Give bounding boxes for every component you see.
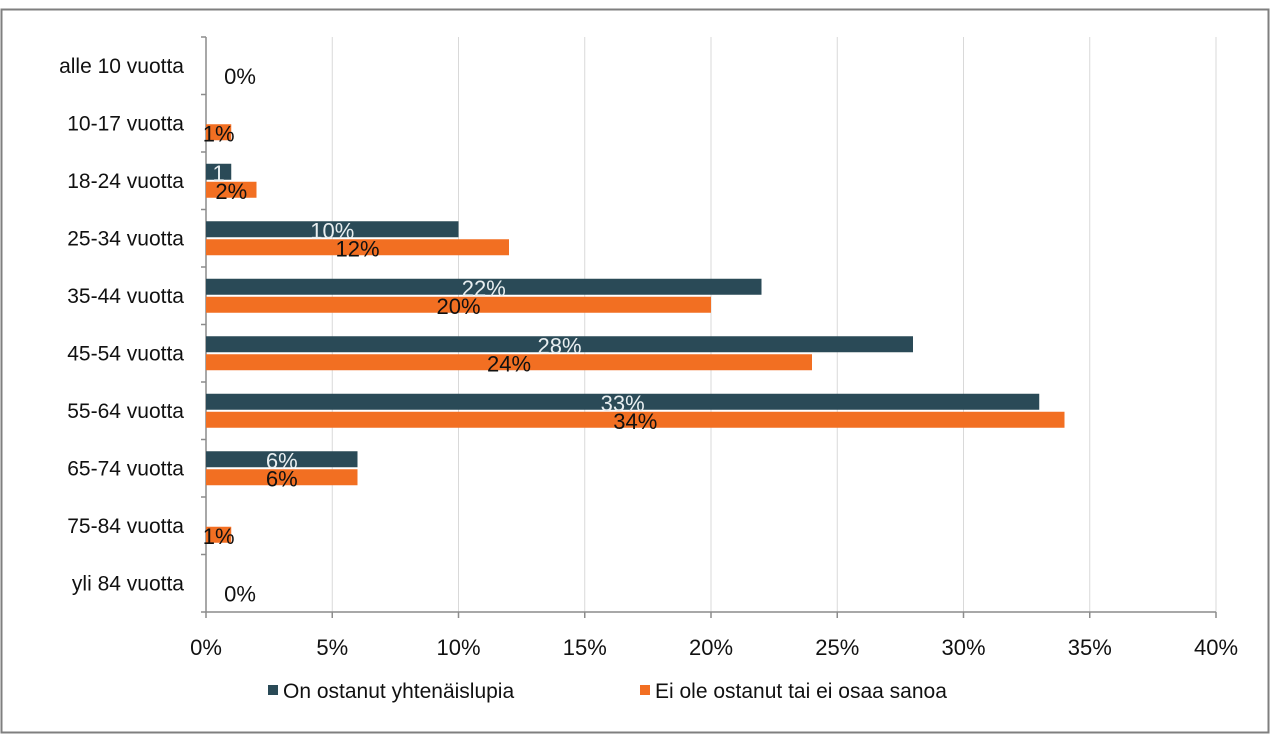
- data-label: 28%: [537, 333, 581, 358]
- bar-ostanut: [206, 163, 232, 180]
- data-label: 1%: [203, 524, 235, 549]
- bar-ei-ostanut: [206, 469, 358, 486]
- data-label: 1%: [203, 121, 235, 146]
- bar-ostanut: [206, 221, 459, 238]
- data-label: 10%: [310, 218, 354, 243]
- x-tick-label: 15%: [563, 635, 607, 660]
- category-label: 75-84 vuotta: [67, 515, 184, 538]
- data-label: 12%: [335, 236, 379, 261]
- data-label: 1: [213, 161, 225, 186]
- category-label: 65-74 vuotta: [67, 457, 184, 480]
- bar-ei-ostanut: [206, 124, 232, 141]
- x-tick-label: 25%: [815, 635, 859, 660]
- bar-ei-ostanut: [206, 296, 711, 313]
- legend-label: Ei ole ostanut tai ei osaa sanoa: [655, 680, 947, 703]
- legend-label: On ostanut yhtenäislupia: [283, 680, 514, 703]
- bar-ostanut: [206, 451, 358, 468]
- category-label: alle 10 vuotta: [59, 55, 184, 78]
- legend-swatch: [640, 685, 650, 695]
- x-tick-label: 10%: [436, 635, 480, 660]
- bar-ei-ostanut: [206, 354, 812, 371]
- category-label: 55-64 vuotta: [67, 400, 184, 423]
- data-label: 6%: [266, 448, 298, 473]
- category-label: 10-17 vuotta: [67, 112, 184, 135]
- bar-ei-ostanut: [206, 526, 232, 543]
- x-tick-label: 0%: [190, 635, 222, 660]
- bar-ostanut: [206, 336, 913, 353]
- x-tick-label: 20%: [689, 635, 733, 660]
- data-label: 34%: [613, 409, 657, 434]
- bar-ei-ostanut: [206, 411, 1065, 428]
- bar-ostanut: [206, 393, 1040, 410]
- bar-ei-ostanut: [206, 239, 509, 256]
- category-label: 18-24 vuotta: [67, 170, 184, 193]
- x-tick-label: 35%: [1068, 635, 1112, 660]
- category-label: 35-44 vuotta: [67, 285, 184, 308]
- data-label: 33%: [601, 391, 645, 416]
- data-label: 0%: [224, 64, 256, 89]
- bar-ei-ostanut: [206, 181, 257, 198]
- category-label: 45-54 vuotta: [67, 342, 184, 365]
- x-tick-label: 30%: [941, 635, 985, 660]
- data-label: 6%: [266, 466, 298, 491]
- category-label: 25-34 vuotta: [67, 227, 184, 250]
- data-label: 0%: [224, 581, 256, 606]
- chart-border: [0, 8, 1270, 734]
- legend-swatch: [268, 685, 278, 695]
- data-label: 2%: [215, 179, 247, 204]
- category-label: yli 84 vuotta: [72, 572, 184, 595]
- x-tick-label: 40%: [1194, 635, 1238, 660]
- data-label: 24%: [487, 351, 531, 376]
- data-label: 20%: [436, 294, 480, 319]
- data-label: 22%: [462, 276, 506, 301]
- bar-ostanut: [206, 278, 762, 295]
- x-tick-label: 5%: [316, 635, 348, 660]
